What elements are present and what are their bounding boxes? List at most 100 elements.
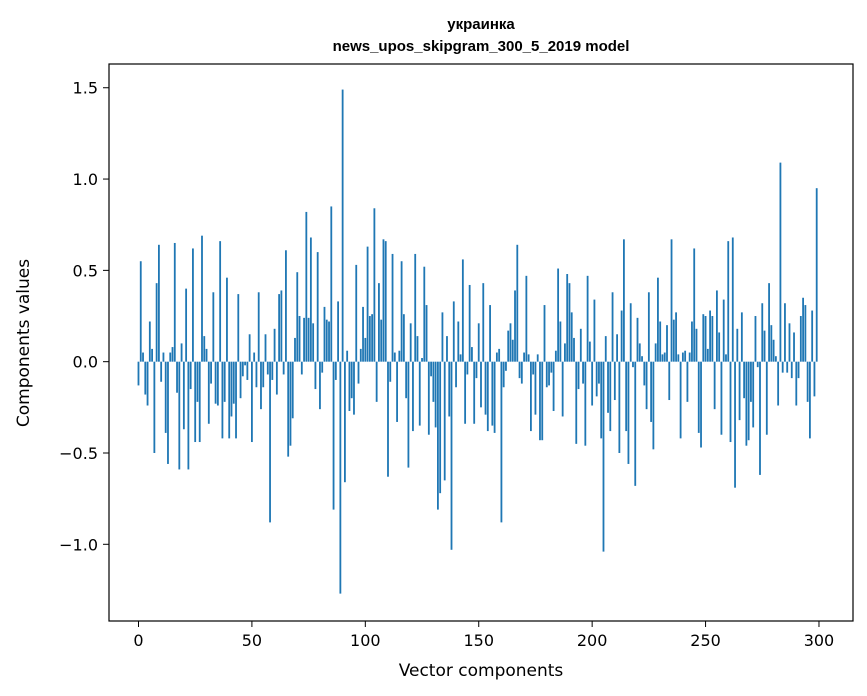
bar [173, 242, 176, 362]
bar [598, 361, 600, 384]
bar [319, 361, 321, 410]
bar [266, 361, 269, 375]
bar [298, 316, 301, 362]
bar [350, 361, 353, 399]
bar [271, 361, 274, 380]
bar [604, 336, 607, 362]
bar [246, 361, 249, 380]
bar [359, 348, 362, 362]
bar [151, 348, 153, 362]
bar [554, 350, 557, 362]
bar [192, 248, 194, 362]
bar [167, 361, 169, 464]
bar [241, 361, 244, 377]
bar [675, 312, 677, 362]
bar [344, 361, 346, 483]
bar [679, 361, 682, 439]
bar [636, 317, 639, 362]
bar [731, 237, 734, 362]
x-tick-label: 100 [350, 631, 381, 650]
bar [260, 361, 262, 410]
bar [645, 361, 648, 410]
x-axis-ticks: 0 50 100 150 200 250 300 [133, 621, 834, 650]
bar [142, 352, 144, 362]
bar [706, 348, 709, 362]
bars-group [137, 89, 818, 594]
bar [495, 352, 498, 362]
bar [666, 325, 668, 362]
bar [564, 343, 566, 362]
bar [566, 274, 569, 362]
bar [461, 259, 464, 362]
bar [235, 361, 237, 439]
bar [786, 361, 789, 373]
bar [178, 361, 181, 470]
bar [162, 352, 165, 362]
bar [722, 299, 725, 362]
bar [518, 361, 521, 379]
bar [334, 361, 337, 380]
bar [530, 361, 532, 432]
bar [763, 330, 766, 362]
bar [670, 239, 673, 362]
bar [793, 332, 795, 362]
bar [289, 361, 292, 446]
y-tick-label: 1.0 [73, 170, 98, 189]
bar [652, 361, 655, 450]
bar [752, 361, 755, 428]
bar [210, 361, 212, 384]
bar [552, 361, 555, 411]
bar [207, 361, 210, 424]
x-tick-label: 250 [690, 631, 721, 650]
bar [196, 361, 199, 402]
bar [747, 361, 750, 441]
bar [468, 284, 471, 362]
bar [647, 292, 650, 362]
bar [704, 316, 707, 362]
bar [511, 339, 514, 362]
bar [677, 354, 680, 362]
bar [534, 361, 537, 415]
bar [466, 361, 469, 375]
bar [228, 361, 231, 439]
bar [416, 336, 419, 362]
bar [459, 354, 462, 362]
bar [573, 337, 575, 362]
bar [579, 328, 582, 362]
bar [693, 248, 696, 362]
bar [153, 361, 156, 453]
bar [300, 361, 303, 375]
bar [482, 283, 485, 362]
bar [473, 361, 476, 424]
bar [591, 361, 594, 406]
bar [657, 277, 659, 362]
bar [391, 253, 394, 362]
bar [158, 244, 160, 362]
bar [144, 361, 147, 395]
bar [457, 321, 460, 362]
bar [686, 361, 689, 402]
bar [668, 361, 671, 401]
bar [180, 343, 183, 362]
bar [273, 328, 276, 362]
bar [309, 237, 312, 362]
y-axis-label: Components values [14, 259, 34, 427]
bar [223, 361, 226, 402]
bar [232, 361, 235, 404]
bar [264, 334, 267, 362]
bar [439, 361, 442, 494]
bar [475, 361, 478, 379]
bar [691, 321, 693, 362]
bar [784, 303, 786, 362]
bar [500, 361, 503, 523]
bar [155, 283, 158, 362]
bar [586, 275, 589, 362]
bar [625, 361, 628, 432]
bar [402, 314, 405, 362]
bar [502, 361, 505, 388]
bar [545, 361, 548, 388]
bar [398, 350, 401, 362]
bar [312, 323, 315, 362]
bar [541, 361, 544, 441]
bar [355, 264, 358, 362]
